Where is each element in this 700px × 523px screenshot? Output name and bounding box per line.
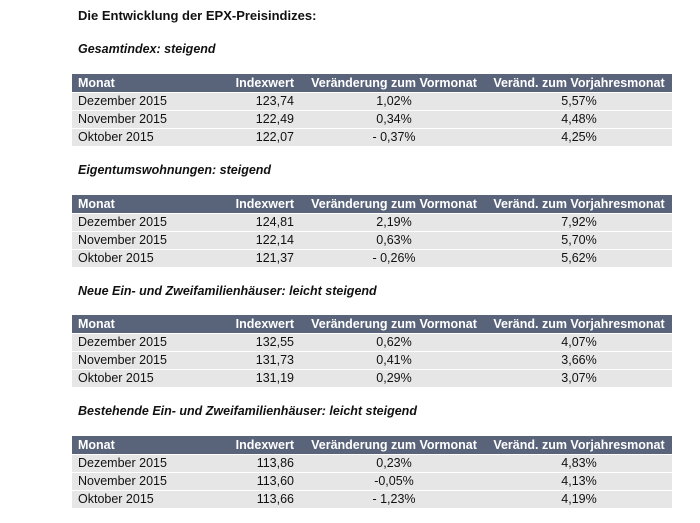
cell-yoy: 4,83% — [561, 456, 597, 470]
table-bestehende-haeuser: Monat Indexwert Veränderung zum Vormonat… — [72, 436, 672, 508]
cell-index: 113,86 — [256, 456, 294, 470]
table-neue-haeuser: Monat Indexwert Veränderung zum Vormonat… — [72, 315, 672, 387]
table-gesamtindex: Monat Indexwert Veränderung zum Vormonat… — [72, 74, 672, 146]
cell-index: 132,55 — [255, 335, 294, 349]
table-row: Dezember 2015 113,86 0,23% 4,83% — [72, 454, 672, 473]
cell-index: 131,19 — [255, 371, 294, 385]
table-row: Dezember 2015 123,74 1,02% 5,57% — [72, 92, 672, 111]
cell-month: November 2015 — [78, 112, 167, 126]
section-heading-eigentumswohnungen: Eigentumswohnungen: steigend — [78, 163, 272, 177]
cell-index: 122,14 — [255, 233, 294, 247]
table-row: Oktober 2015 121,37 - 0,26% 5,62% — [72, 249, 672, 267]
column-header-index: Indexwert — [235, 317, 294, 331]
cell-month: November 2015 — [78, 233, 167, 247]
column-header-yoy: Veränd. zum Vorjahresmonat — [493, 438, 665, 452]
cell-mom: - 1,23% — [372, 492, 416, 506]
cell-index: 123,74 — [255, 94, 294, 108]
column-header-yoy: Veränd. zum Vorjahresmonat — [493, 76, 665, 90]
table-row: Oktober 2015 122,07 - 0,37% 4,25% — [72, 128, 672, 146]
column-header-mom: Veränderung zum Vormonat — [311, 76, 477, 90]
cell-mom: 0,29% — [376, 371, 412, 385]
cell-month: Oktober 2015 — [78, 371, 154, 385]
cell-index: 124,81 — [255, 215, 294, 229]
column-header-mom: Veränderung zum Vormonat — [311, 197, 477, 211]
column-header-yoy: Veränd. zum Vorjahresmonat — [493, 317, 665, 331]
section-heading-gesamtindex: Gesamtindex: steigend — [78, 42, 216, 56]
table-row: November 2015 122,14 0,63% 5,70% — [72, 231, 672, 250]
column-header-index: Indexwert — [235, 76, 294, 90]
cell-index: 122,07 — [255, 130, 294, 144]
table-row: November 2015 122,49 0,34% 4,48% — [72, 110, 672, 129]
column-header-index: Indexwert — [235, 197, 294, 211]
cell-yoy: 4,48% — [561, 112, 597, 126]
cell-mom: 0,41% — [376, 353, 412, 367]
cell-mom: 0,63% — [376, 233, 412, 247]
section-heading-neue-haeuser: Neue Ein- und Zweifamilienhäuser: leicht… — [78, 284, 377, 298]
table-row: November 2015 113,60 -0,05% 4,13% — [72, 472, 672, 491]
cell-yoy: 4,25% — [561, 130, 597, 144]
cell-yoy: 3,07% — [561, 371, 597, 385]
cell-yoy: 4,19% — [561, 492, 597, 506]
cell-month: Dezember 2015 — [78, 335, 167, 349]
cell-month: Dezember 2015 — [78, 215, 167, 229]
column-header-month: Monat — [78, 438, 115, 452]
cell-mom: 0,23% — [376, 456, 412, 470]
table-header-row: Monat Indexwert Veränderung zum Vormonat… — [72, 195, 672, 214]
cell-mom: -0,05% — [374, 474, 414, 488]
column-header-yoy: Veränd. zum Vorjahresmonat — [493, 197, 665, 211]
table-row: Dezember 2015 124,81 2,19% 7,92% — [72, 213, 672, 232]
cell-mom: 0,34% — [376, 112, 412, 126]
cell-mom: - 0,26% — [372, 251, 416, 265]
table-header-row: Monat Indexwert Veränderung zum Vormonat… — [72, 436, 672, 455]
table-row: Oktober 2015 131,19 0,29% 3,07% — [72, 369, 672, 387]
table-row: Dezember 2015 132,55 0,62% 4,07% — [72, 333, 672, 352]
column-header-month: Monat — [78, 317, 115, 331]
cell-index: 122,49 — [255, 112, 294, 126]
cell-mom: 2,19% — [376, 215, 412, 229]
cell-month: Dezember 2015 — [78, 94, 167, 108]
table-row: Oktober 2015 113,66 - 1,23% 4,19% — [72, 490, 672, 508]
table-eigentumswohnungen: Monat Indexwert Veränderung zum Vormonat… — [72, 195, 672, 267]
cell-month: November 2015 — [78, 353, 167, 367]
cell-mom: 1,02% — [376, 94, 412, 108]
cell-month: Dezember 2015 — [78, 456, 167, 470]
cell-yoy: 7,92% — [561, 215, 597, 229]
column-header-index: Indexwert — [235, 438, 294, 452]
cell-month: Oktober 2015 — [78, 492, 154, 506]
table-row: November 2015 131,73 0,41% 3,66% — [72, 351, 672, 370]
cell-yoy: 5,62% — [561, 251, 597, 265]
cell-month: Oktober 2015 — [78, 251, 154, 265]
cell-index: 113,66 — [256, 492, 294, 506]
cell-yoy: 3,66% — [561, 353, 597, 367]
page-title: Die Entwicklung der EPX-Preisindizes: — [78, 8, 317, 23]
cell-yoy: 4,13% — [561, 474, 597, 488]
table-header-row: Monat Indexwert Veränderung zum Vormonat… — [72, 315, 672, 334]
cell-month: November 2015 — [78, 474, 167, 488]
column-header-mom: Veränderung zum Vormonat — [311, 438, 477, 452]
cell-mom: - 0,37% — [372, 130, 416, 144]
table-header-row: Monat Indexwert Veränderung zum Vormonat… — [72, 74, 672, 93]
cell-index: 113,60 — [256, 474, 294, 488]
cell-month: Oktober 2015 — [78, 130, 154, 144]
section-heading-bestehende-haeuser: Bestehende Ein- und Zweifamilienhäuser: … — [78, 404, 417, 418]
cell-index: 131,73 — [255, 353, 294, 367]
cell-mom: 0,62% — [376, 335, 412, 349]
column-header-month: Monat — [78, 197, 115, 211]
cell-yoy: 4,07% — [561, 335, 597, 349]
column-header-mom: Veränderung zum Vormonat — [311, 317, 477, 331]
cell-yoy: 5,57% — [561, 94, 597, 108]
cell-yoy: 5,70% — [561, 233, 597, 247]
cell-index: 121,37 — [255, 251, 294, 265]
column-header-month: Monat — [78, 76, 115, 90]
